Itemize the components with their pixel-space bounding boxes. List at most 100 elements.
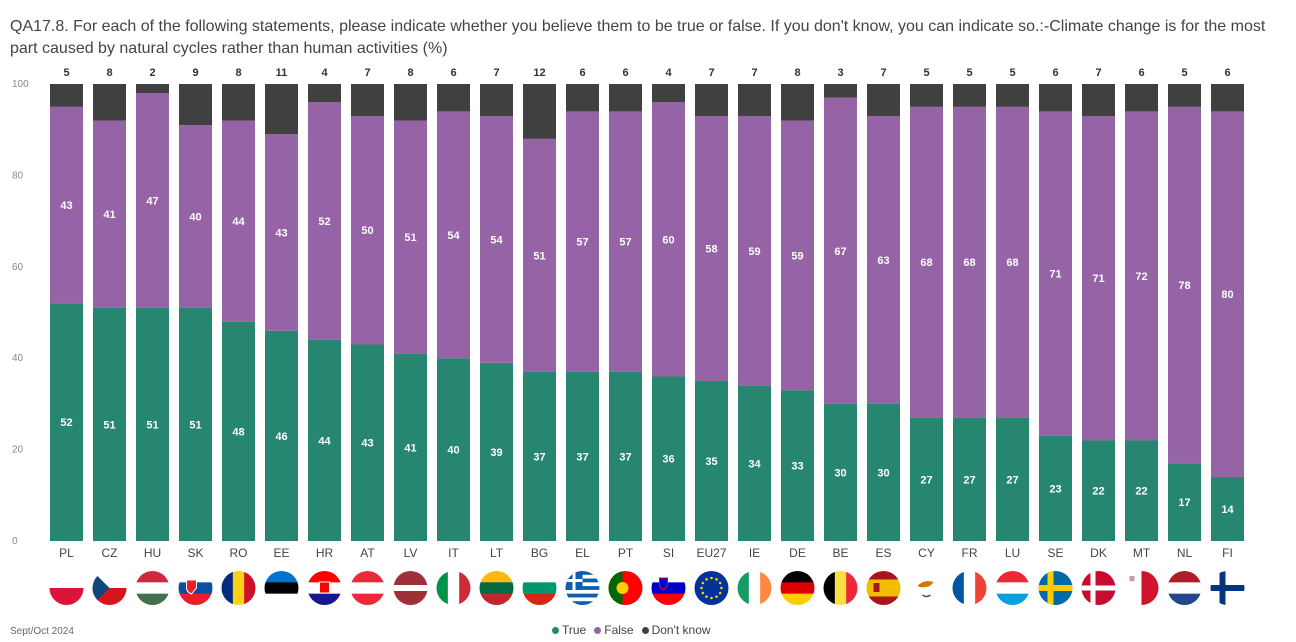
data-label: 34 <box>748 458 761 470</box>
flag-bg-icon <box>522 571 557 605</box>
data-label: 14 <box>1221 504 1234 516</box>
data-label: 6 <box>1138 67 1144 79</box>
data-label: 4 <box>321 67 328 79</box>
flag-dk-icon <box>1081 571 1116 605</box>
data-label: 4 <box>665 67 672 79</box>
fieldwork-date: Sept/Oct 2024 <box>10 626 74 637</box>
bar-segment-false <box>265 134 298 331</box>
bar-segment-false <box>308 102 341 340</box>
data-label: 50 <box>361 225 373 237</box>
bar-segment-false <box>867 115 900 404</box>
data-label: 60 <box>662 234 674 246</box>
bar-segment-false <box>566 111 599 372</box>
bar-segment-dont-know <box>394 84 427 121</box>
category-label: DE <box>789 546 806 560</box>
data-label: 5 <box>966 67 972 79</box>
flag-lt-icon <box>479 571 514 605</box>
legend-item-false: False <box>594 623 634 637</box>
data-label: 52 <box>60 417 72 429</box>
bar-segment-false <box>1039 111 1072 436</box>
category-label: BG <box>531 546 548 560</box>
bar-segment-false <box>996 106 1029 418</box>
category-label: SE <box>1047 546 1063 560</box>
data-label: 59 <box>791 250 803 262</box>
bar-segment-false <box>738 115 771 386</box>
data-label: 8 <box>794 67 800 79</box>
y-tick-label: 20 <box>12 445 24 456</box>
data-label: 43 <box>60 200 72 212</box>
bar-segment-true <box>480 362 513 541</box>
data-label: 9 <box>192 67 198 79</box>
bar-segment-dont-know <box>50 84 83 107</box>
bar-segment-dont-know <box>738 84 771 116</box>
bar-segment-true <box>996 417 1029 541</box>
flag-eu27-icon <box>694 571 729 605</box>
bar-segment-false <box>93 120 126 308</box>
flag-el-icon <box>565 571 600 605</box>
data-label: 8 <box>235 67 241 79</box>
bar-segment-true <box>437 358 470 541</box>
data-label: 67 <box>834 246 846 258</box>
data-label: 7 <box>1095 67 1101 79</box>
y-tick-label: 60 <box>12 262 24 273</box>
data-label: 43 <box>275 228 287 240</box>
flag-nl-icon <box>1167 571 1202 605</box>
data-label: 22 <box>1092 486 1104 498</box>
bar-segment-true <box>566 371 599 541</box>
legend-label-false: False <box>604 623 634 637</box>
data-label: 7 <box>880 67 886 79</box>
data-label: 27 <box>1006 474 1018 486</box>
category-label: FR <box>962 546 978 560</box>
bar-segment-dont-know <box>910 84 943 107</box>
bar-segment-false <box>652 102 685 377</box>
bar-segment-dont-know <box>265 84 298 135</box>
bar-segment-false <box>480 115 513 363</box>
bar-segment-true <box>652 376 685 541</box>
bar-segment-false <box>222 120 255 322</box>
flag-ro-icon <box>221 571 256 605</box>
data-label: 8 <box>106 67 112 79</box>
data-label: 17 <box>1178 497 1190 509</box>
flag-hu-icon <box>135 571 170 605</box>
bar-segment-dont-know <box>652 84 685 103</box>
flag-at-icon <box>350 571 385 605</box>
category-label: HU <box>144 546 161 560</box>
bar-segment-dont-know <box>1039 84 1072 112</box>
data-label: 6 <box>1224 67 1230 79</box>
legend: True False Don't know <box>552 623 711 637</box>
bar-segment-true <box>523 371 556 541</box>
bar-segment-dont-know <box>695 84 728 116</box>
data-label: 54 <box>447 230 460 242</box>
dont-know-labels: 5 8 2 9 8 11 4 7 8 6 7 12 6 6 4 7 7 8 3 7 5 5 5 6 7 6 5 6 <box>63 67 1230 79</box>
bar-segment-true <box>265 330 298 541</box>
category-label: LU <box>1005 546 1020 560</box>
bar-segment-false <box>953 106 986 418</box>
bar-segment-dont-know <box>1211 84 1244 112</box>
bar-segment-true <box>609 371 642 541</box>
data-label: 33 <box>791 461 803 473</box>
bar-segment-dont-know <box>566 84 599 112</box>
legend-dot-true <box>552 626 559 634</box>
category-label: IE <box>749 546 760 560</box>
bar-segment-true <box>394 353 427 541</box>
bar-segment-dont-know <box>136 84 169 94</box>
flag-de-icon <box>780 571 815 605</box>
y-tick-label: 80 <box>12 170 24 181</box>
category-label: NL <box>1177 546 1193 560</box>
chart-title: QA17.8. For each of the following statem… <box>10 18 1266 57</box>
bar-segment-true <box>179 307 212 541</box>
data-label: 41 <box>404 442 416 454</box>
data-label: 11 <box>276 67 288 79</box>
data-label: 72 <box>1135 271 1147 283</box>
bar-segment-dont-know <box>351 84 384 116</box>
data-label: 71 <box>1049 269 1061 281</box>
category-label: SK <box>187 546 203 560</box>
flag-si-icon <box>651 571 686 605</box>
data-label: 71 <box>1092 273 1104 285</box>
category-label: AT <box>360 546 375 560</box>
category-label: CZ <box>102 546 118 560</box>
bar-segment-dont-know <box>867 84 900 116</box>
flag-pl-icon <box>49 571 84 605</box>
data-label: 5 <box>63 67 69 79</box>
bar-segment-dont-know <box>1082 84 1115 116</box>
